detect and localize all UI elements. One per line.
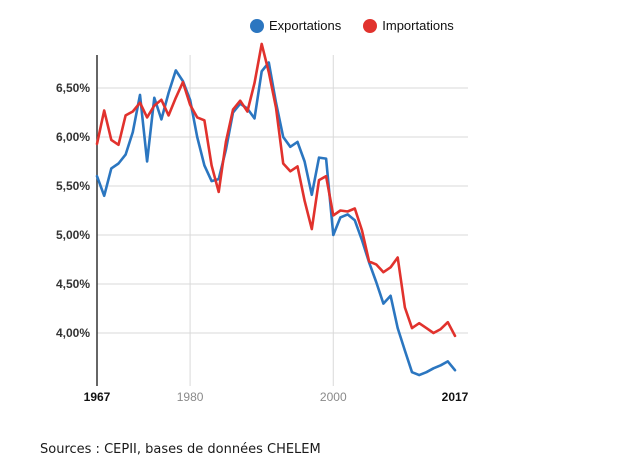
- source-text: Sources : CEPII, bases de données CHELEM: [40, 442, 321, 457]
- legend-item-importations: Importations: [363, 18, 454, 33]
- x-axis-tick-label: 2000: [320, 390, 347, 404]
- chart-legend: Exportations Importations: [250, 18, 454, 33]
- y-axis-tick-label: 4,50%: [56, 277, 90, 291]
- y-axis-tick-label: 6,00%: [56, 130, 90, 144]
- x-axis-tick-label: 2017: [442, 390, 469, 404]
- exportations-dot-icon: [250, 18, 264, 33]
- y-axis-tick-label: 4,00%: [56, 326, 90, 340]
- importations-dot-icon: [363, 18, 378, 33]
- legend-label-exportations: Exportations: [269, 18, 342, 33]
- y-axis-tick-label: 6,50%: [56, 81, 90, 95]
- y-axis-tick-label: 5,50%: [56, 179, 90, 193]
- line-chart-canvas: 6,50% 6,00% 5,50% 5,00% 4,50% 4,00% 1967 1980 20…: [56, 42, 469, 404]
- y-axis-tick-label: 5,00%: [56, 228, 90, 242]
- legend-label-importations: Importations: [382, 18, 454, 33]
- line-importations: [95, 42, 457, 338]
- x-axis-tick-label: 1967: [84, 390, 111, 404]
- legend-item-exportations: Exportations: [250, 18, 341, 33]
- x-axis-tick-label: 1980: [177, 390, 204, 404]
